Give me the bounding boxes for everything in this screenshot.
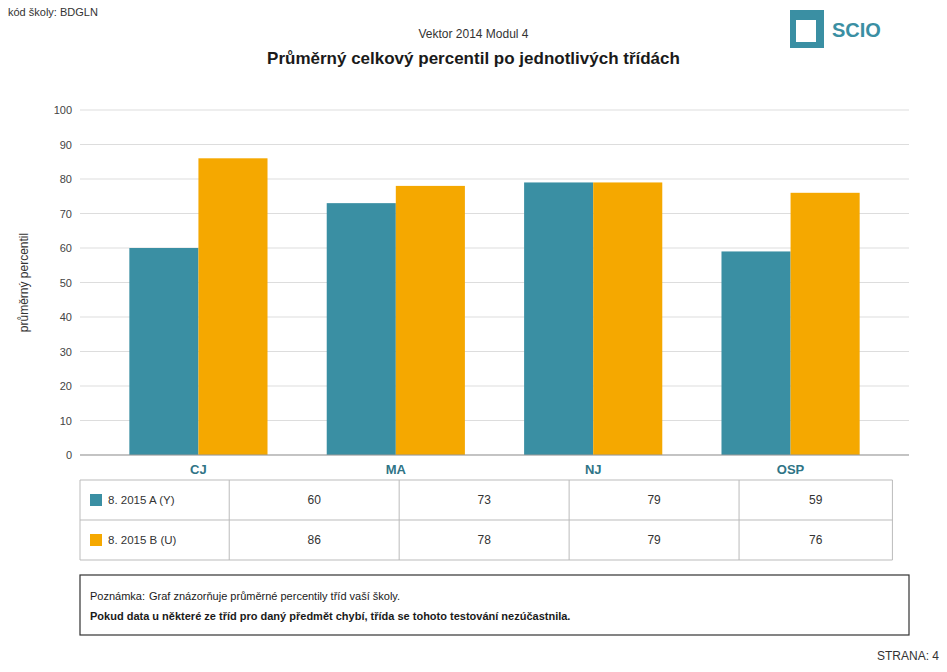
bar: [396, 186, 465, 455]
subtitle: Vektor 2014 Modul 4: [418, 27, 528, 41]
y-tick-label: 70: [60, 208, 72, 220]
bars: [129, 158, 859, 455]
logo-page: [796, 20, 816, 42]
grid-line: [80, 110, 909, 111]
x-tick-label: MA: [386, 462, 407, 477]
x-tick-label: OSP: [777, 462, 805, 477]
note-text: Graf znázorňuje průměrné percentily tříd…: [149, 590, 400, 602]
title: Průměrný celkový percentil po jednotlivý…: [267, 49, 680, 68]
table-value: 73: [477, 493, 491, 507]
note: Poznámka: Graf znázorňuje průměrné percen…: [80, 575, 909, 635]
bar: [721, 251, 790, 455]
table-value: 60: [308, 493, 322, 507]
legend-swatch: [90, 534, 102, 546]
grid-line: [80, 455, 909, 456]
note-box: [80, 575, 909, 635]
bar: [327, 203, 396, 455]
legend-label: 8. 2015 B (U): [108, 534, 177, 546]
table-value: 76: [809, 533, 823, 547]
chart-root: kód školy: BDGLN Vektor 2014 Modul 4 Průmě…: [0, 0, 947, 672]
table-line: [80, 520, 892, 521]
y-tick-label: 20: [60, 380, 72, 392]
table-line: [80, 480, 892, 481]
y-tick-label: 100: [54, 104, 72, 116]
logo-icon: [790, 10, 824, 48]
legend-label: 8. 2015 A (Y): [108, 494, 175, 506]
y-tick-label: 10: [60, 415, 72, 427]
logo: SCIO: [790, 10, 881, 48]
note-bold: Pokud data u některé ze tříd pro daný př…: [90, 610, 570, 622]
bar: [129, 248, 198, 455]
table-line: [80, 560, 892, 561]
x-tick-label: CJ: [190, 462, 207, 477]
table-value: 86: [308, 533, 322, 547]
y-tick-label: 80: [60, 173, 72, 185]
y-tick-label: 30: [60, 346, 72, 358]
table-value: 79: [647, 493, 661, 507]
note-prefix: Poznámka:: [90, 590, 145, 602]
x-axis-line: [80, 455, 909, 456]
bar: [198, 158, 267, 455]
value-table: 8. 2015 A (Y) 60 73 79 59 8. 2015 B (U) 86 78 79…: [80, 480, 892, 560]
school-code: kód školy: BDGLN: [8, 6, 98, 18]
grid-line: [80, 144, 909, 145]
y-tick-label: 0: [66, 449, 72, 461]
note-line: Poznámka: Graf znázorňuje průměrné percen…: [90, 590, 400, 602]
x-tick-label: NJ: [585, 462, 602, 477]
y-tick-label: 50: [60, 277, 72, 289]
grid: 0 10 20 30 40 50 60 70 80 90 100: [54, 104, 909, 461]
y-tick-label: 40: [60, 311, 72, 323]
table-value: 59: [809, 493, 823, 507]
bar: [593, 182, 662, 455]
page-number: STRANA: 4: [877, 649, 939, 663]
legend-swatch: [90, 494, 102, 506]
table-value: 79: [647, 533, 661, 547]
bar: [791, 193, 860, 455]
bar: [524, 182, 593, 455]
y-axis-label: průměrný percentil: [17, 233, 31, 332]
y-tick-label: 60: [60, 242, 72, 254]
logo-text: SCIO: [832, 19, 881, 41]
y-tick-label: 90: [60, 139, 72, 151]
table-value: 78: [477, 533, 491, 547]
